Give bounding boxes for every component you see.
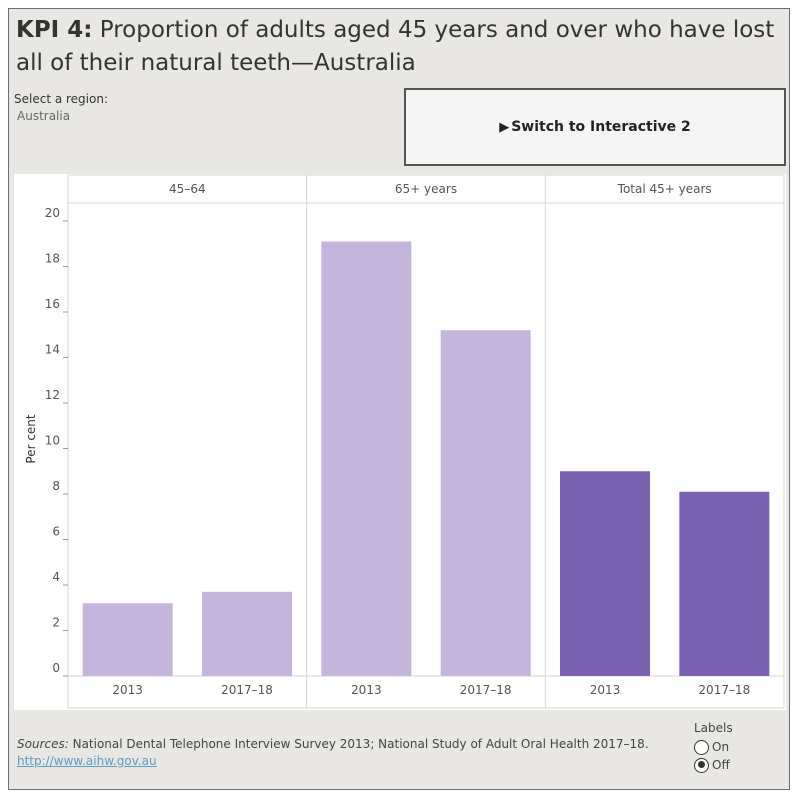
switch-interactive-button[interactable]: ▶ Switch to Interactive 2 — [404, 88, 786, 166]
y-tick-label: 8 — [52, 479, 60, 493]
y-tick-label: 12 — [45, 388, 60, 402]
region-selector-label: Select a region: — [14, 92, 108, 106]
x-tick-label: 2013 — [590, 683, 621, 697]
x-tick-label: 2017–18 — [221, 683, 273, 697]
y-tick-label: 16 — [45, 297, 60, 311]
x-tick-label: 2013 — [351, 683, 382, 697]
x-tick-label: 2013 — [112, 683, 143, 697]
labels-option-off-label: Off — [712, 758, 730, 772]
x-tick-label: 2017–18 — [698, 683, 750, 697]
bar — [679, 491, 770, 676]
labels-option-on-label: On — [712, 740, 730, 754]
y-tick-label: 18 — [45, 252, 60, 266]
y-tick-label: 0 — [52, 661, 60, 675]
region-selector[interactable]: Australia — [17, 109, 71, 123]
bar — [560, 471, 650, 676]
chart-container: 0 2 4 6 8 10 12 14 16 18 20 Per cent 45–64 2013 2017–1… — [14, 174, 786, 710]
radio-off-icon[interactable] — [694, 757, 709, 773]
y-tick-label: 2 — [52, 616, 60, 630]
y-tick-label: 14 — [45, 343, 60, 357]
panel-header-label: 45–64 — [169, 182, 206, 196]
x-tick-label: 2017–18 — [460, 683, 512, 697]
bar — [440, 330, 531, 676]
play-arrow-icon: ▶ — [499, 119, 510, 135]
sources-text: National Dental Telephone Interview Surv… — [68, 737, 649, 751]
bar-chart: 0 2 4 6 8 10 12 14 16 18 20 Per cent 45–64 2013 2017–1… — [24, 174, 785, 709]
y-axis-title: Per cent — [24, 414, 38, 464]
title-kpi: KPI 4: — [16, 17, 93, 43]
panel-header-label: 65+ years — [395, 182, 457, 196]
labels-option-off[interactable]: Off — [694, 756, 733, 774]
aihw-link[interactable]: http://www.aihw.gov.au — [17, 754, 157, 768]
switch-button-label: Switch to Interactive 2 — [511, 119, 691, 135]
y-tick-label: 20 — [45, 206, 60, 220]
y-tick-label: 10 — [45, 434, 60, 448]
labels-control-title: Labels — [694, 721, 733, 735]
y-tick-label: 6 — [52, 525, 60, 539]
labels-option-on[interactable]: On — [694, 738, 733, 756]
sources-note: Sources: National Dental Telephone Inter… — [17, 737, 649, 751]
bar — [202, 591, 292, 676]
bar — [82, 603, 173, 676]
y-tick-label: 4 — [52, 570, 60, 584]
panel-header-label: Total 45+ years — [617, 182, 712, 196]
sources-label: Sources: — [17, 737, 69, 751]
title-text: Proportion of adults aged 45 years and o… — [16, 17, 775, 76]
radio-on-icon[interactable] — [694, 739, 709, 755]
labels-control: Labels On Off — [694, 721, 733, 774]
bar — [321, 241, 412, 676]
page-title: KPI 4: Proportion of adults aged 45 year… — [16, 14, 786, 80]
